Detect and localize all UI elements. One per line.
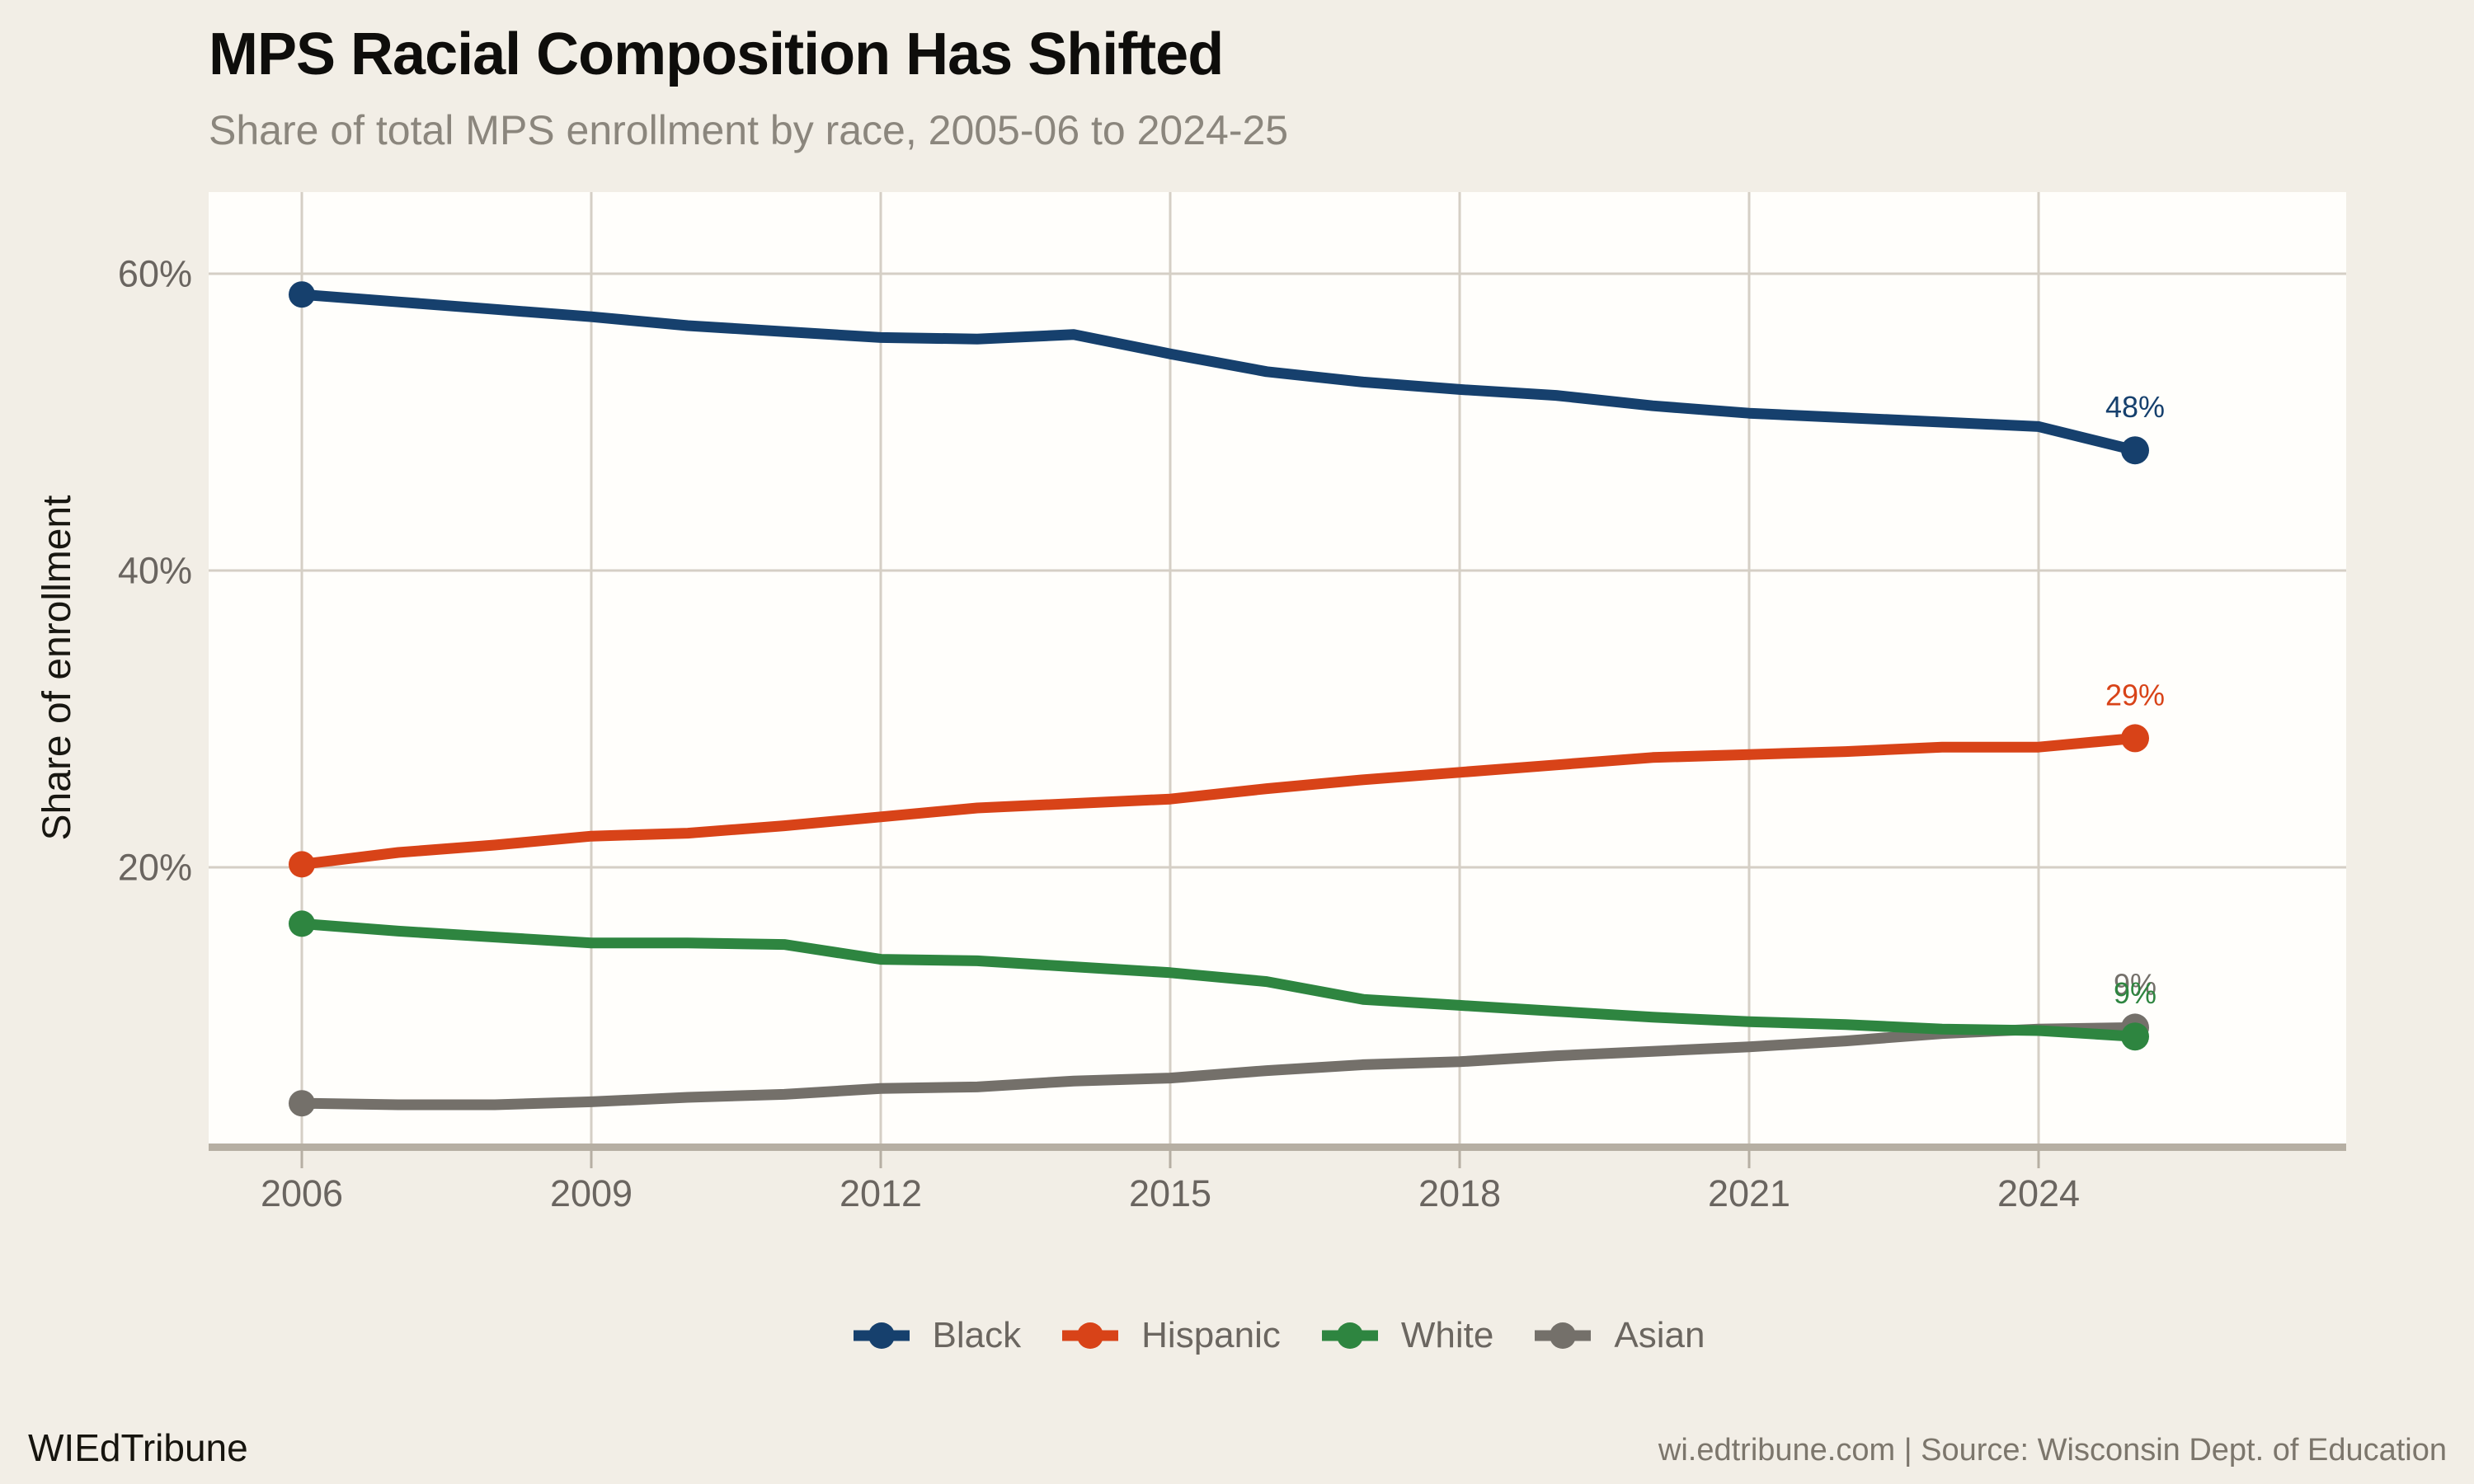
- x-axis-line: [209, 1144, 2346, 1151]
- x-tick-label: 2009: [550, 1172, 633, 1214]
- chart-title: MPS Racial Composition Has Shifted: [209, 21, 1224, 87]
- series-end-label-white: 9%: [2114, 976, 2157, 1010]
- series-end-label-black: 48%: [2105, 390, 2165, 424]
- series-start-point-asian: [289, 1090, 315, 1117]
- series-line-white: [296, 918, 2141, 1042]
- legend-marker-white-icon: [1321, 1322, 1378, 1349]
- legend-item-hispanic: Hispanic: [1059, 1317, 1281, 1354]
- series-end-point-white: [2121, 1022, 2149, 1051]
- series-start-point-hispanic: [289, 851, 315, 878]
- legend-dot: [868, 1322, 895, 1349]
- legend-marker-black-icon: [853, 1322, 910, 1349]
- y-tick-label: 20%: [118, 847, 192, 889]
- legend-label-white: White: [1400, 1315, 1494, 1355]
- legend-marker-asian-icon: [1535, 1322, 1592, 1349]
- footer-brand: WIEdTribune: [28, 1426, 248, 1469]
- series-start-point-black: [289, 281, 315, 308]
- footer-source: wi.edtribune.com | Source: Wisconsin Dep…: [1658, 1433, 2447, 1468]
- legend-item-asian: Asian: [1531, 1317, 1705, 1354]
- legend: Black Hispanic White Asian: [209, 1317, 2346, 1354]
- x-tick-label: 2021: [1708, 1172, 1790, 1214]
- plot-panel: [209, 192, 2346, 1144]
- x-tick-label: 2024: [1997, 1172, 2080, 1214]
- series-end-label-asian: 9%: [2114, 967, 2157, 1001]
- legend-dot: [1550, 1322, 1577, 1349]
- x-tick-label: 2006: [261, 1172, 343, 1214]
- chart-subtitle: Share of total MPS enrollment by race, 2…: [209, 107, 1289, 153]
- series-end-point-hispanic: [2121, 724, 2149, 753]
- x-tick-label: 2018: [1418, 1172, 1501, 1214]
- x-tick-label: 2015: [1129, 1172, 1211, 1214]
- series-line-black: [296, 289, 2141, 456]
- x-tick-label: 2012: [840, 1172, 922, 1214]
- legend-item-black: Black: [850, 1315, 1022, 1355]
- series-start-point-white: [289, 910, 315, 937]
- series-end-point-black: [2121, 436, 2149, 465]
- legend-label-asian: Asian: [1614, 1315, 1705, 1355]
- legend-dot: [1077, 1322, 1104, 1349]
- y-tick-label: 60%: [118, 253, 192, 295]
- legend-marker-hispanic-icon: [1062, 1322, 1119, 1349]
- legend-dot: [1336, 1322, 1363, 1349]
- legend-label-black: Black: [932, 1315, 1022, 1355]
- y-tick-label: 40%: [118, 550, 192, 592]
- legend-item-white: White: [1319, 1317, 1493, 1354]
- legend-label-hispanic: Hispanic: [1141, 1315, 1281, 1355]
- series-line-hispanic: [296, 732, 2141, 870]
- series-end-label-hispanic: 29%: [2105, 678, 2165, 711]
- series-line-asian: [296, 1021, 2141, 1111]
